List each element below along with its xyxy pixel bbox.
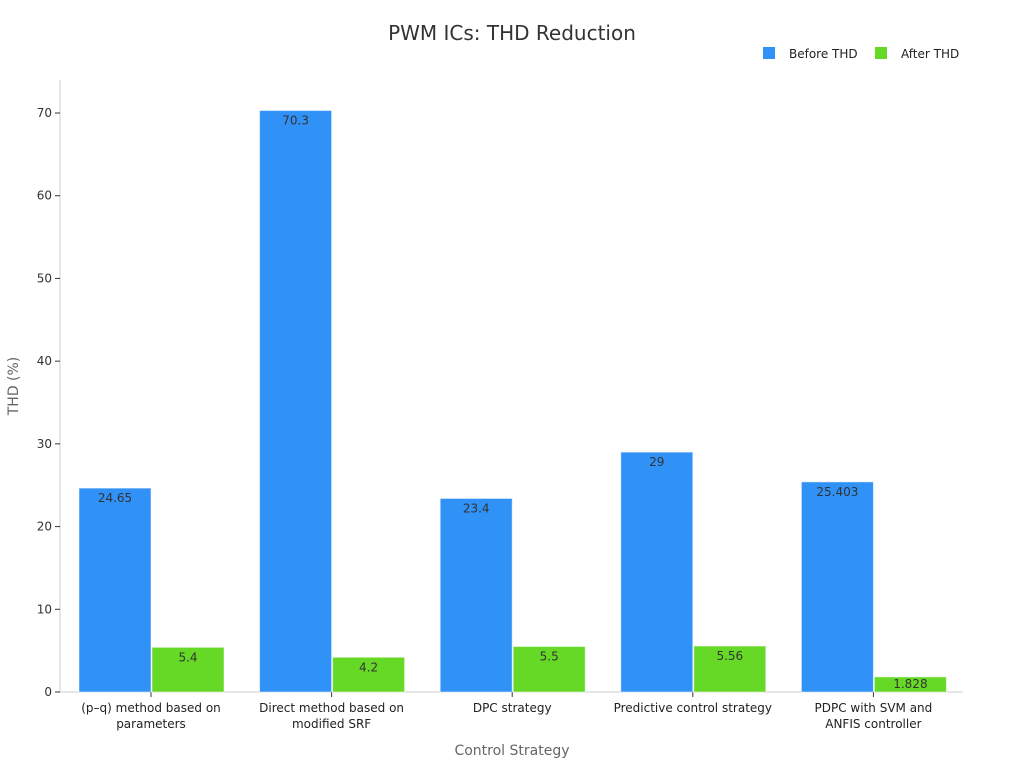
data-label: 5.4 xyxy=(178,650,197,664)
data-label: 25.403 xyxy=(816,485,858,499)
bar-after-thd xyxy=(693,645,767,693)
legend: Before THD After THD xyxy=(763,47,959,61)
chart-title: PWM ICs: THD Reduction xyxy=(388,21,636,45)
y-tick-label: 50 xyxy=(37,271,52,285)
bar-before-thd xyxy=(78,487,152,693)
bar-after-thd xyxy=(332,656,406,693)
bars: 24.65 5.4 70.3 4.2 23.4 5.5 29 5.56 25.403 1.828 xyxy=(78,110,947,693)
data-label: 4.2 xyxy=(359,660,378,674)
bar-after-thd xyxy=(873,676,947,693)
y-tick-label: 40 xyxy=(37,354,52,368)
data-label: 5.5 xyxy=(540,650,559,664)
x-tick-label: ANFIS controller xyxy=(825,717,921,731)
x-tick-label: Predictive control strategy xyxy=(614,701,772,715)
x-tick-label: (p–q) method based on xyxy=(81,701,221,715)
x-tick-label: modified SRF xyxy=(292,717,371,731)
data-label: 5.56 xyxy=(716,649,743,663)
bar-after-thd xyxy=(512,646,586,693)
x-tick-label: parameters xyxy=(116,717,186,731)
y-tick-label: 30 xyxy=(37,437,52,451)
data-label: 29 xyxy=(649,455,664,469)
legend-swatch xyxy=(875,47,887,59)
data-label: 70.3 xyxy=(282,114,309,128)
x-tick-label: DPC strategy xyxy=(473,701,552,715)
legend-label: After THD xyxy=(901,47,959,61)
y-tick-label: 70 xyxy=(37,106,52,120)
bar-before-thd xyxy=(259,110,333,693)
y-tick-label: 20 xyxy=(37,520,52,534)
x-axis-label: Control Strategy xyxy=(454,743,569,759)
y-axis-label: THD (%) xyxy=(6,357,22,417)
x-tick-label: PDPC with SVM and xyxy=(815,701,933,715)
legend-swatch xyxy=(763,47,775,59)
bar-after-thd xyxy=(151,646,225,693)
data-label: 1.828 xyxy=(893,677,927,691)
x-tick-label: Direct method based on xyxy=(259,701,404,715)
y-tick-label: 60 xyxy=(37,189,52,203)
bar-before-thd xyxy=(800,481,874,693)
data-label: 23.4 xyxy=(463,501,490,515)
y-tick-label: 0 xyxy=(44,685,52,699)
bar-before-thd xyxy=(620,451,694,693)
legend-label: Before THD xyxy=(789,47,858,61)
y-tick-label: 10 xyxy=(37,602,52,616)
axes: 0 10 20 30 40 50 60 70 (p–q) method based on para… xyxy=(37,80,963,731)
data-label: 24.65 xyxy=(98,491,132,505)
bar-before-thd xyxy=(439,497,513,693)
